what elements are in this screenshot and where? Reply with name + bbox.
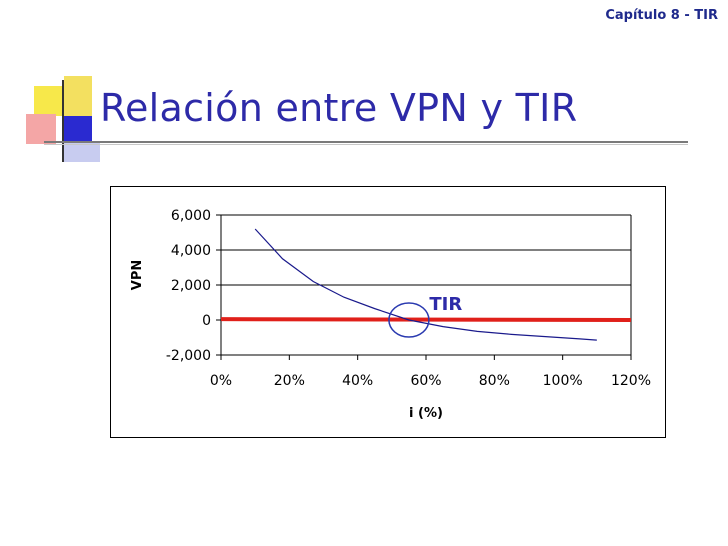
x-tick-label: 0% [210, 373, 232, 389]
x-tick-label: 120% [611, 373, 651, 389]
chart-frame: 6,000 4,000 2,000 0 -2,000 0% 20% 40% 60% 80% 100%… [110, 186, 666, 438]
x-tick-label: 40% [342, 373, 373, 389]
x-tick-label: 80% [479, 373, 510, 389]
x-tick-label: 20% [274, 373, 305, 389]
tir-circle [388, 302, 430, 338]
x-axis-title: i (%) [409, 406, 443, 421]
x-tick-label: 100% [543, 373, 583, 389]
title-rule-shadow [44, 144, 688, 145]
title-rule [44, 141, 688, 143]
title-divider-vertical [62, 80, 64, 162]
yellow-square [34, 86, 64, 116]
y-tick-label: 4,000 [171, 243, 211, 259]
series-vpn-curve [254, 228, 597, 341]
decorative-squares [26, 76, 114, 166]
y-tick-label: 0 [202, 313, 211, 329]
vpn-tir-chart: 6,000 4,000 2,000 0 -2,000 0% 20% 40% 60% 80% 100%… [130, 208, 651, 421]
tir-annotation: TIR [429, 294, 462, 315]
y-tick-label: 6,000 [171, 208, 211, 224]
yellow-square-2 [64, 76, 92, 116]
y-axis-title: VPN [130, 260, 145, 290]
x-tick-label: 60% [410, 373, 441, 389]
y-tick-label: 2,000 [171, 278, 211, 294]
blue-square [64, 116, 92, 142]
series-zero-line [220, 317, 632, 322]
slide-title: Relación entre VPN y TIR [100, 86, 578, 130]
pink-square [26, 114, 56, 144]
chapter-label: Capítulo 8 - TIR [605, 8, 718, 23]
y-tick-label: -2,000 [166, 348, 211, 364]
lightblue-square [64, 142, 100, 162]
